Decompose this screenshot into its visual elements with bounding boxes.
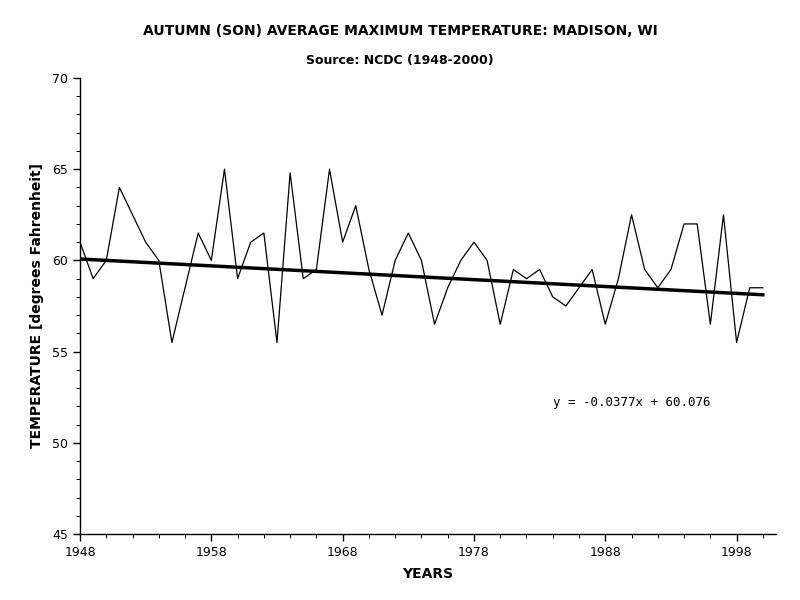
Text: AUTUMN (SON) AVERAGE MAXIMUM TEMPERATURE: MADISON, WI: AUTUMN (SON) AVERAGE MAXIMUM TEMPERATURE…	[142, 24, 658, 38]
X-axis label: YEARS: YEARS	[402, 567, 454, 581]
Text: y = -0.0377x + 60.076: y = -0.0377x + 60.076	[553, 396, 710, 409]
Y-axis label: TEMPERATURE [degrees Fahrenheit]: TEMPERATURE [degrees Fahrenheit]	[30, 163, 44, 449]
Text: Source: NCDC (1948-2000): Source: NCDC (1948-2000)	[306, 54, 494, 67]
